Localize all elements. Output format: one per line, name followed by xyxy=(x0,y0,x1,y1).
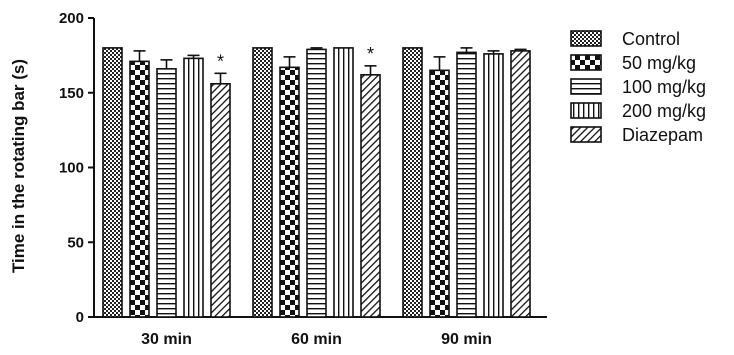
legend-label: 200 mg/kg xyxy=(622,101,706,121)
significance-marker: * xyxy=(367,44,374,64)
y-tick-label: 50 xyxy=(67,234,84,251)
bar-diazepam-60-min xyxy=(360,74,381,318)
y-tick-label: 0 xyxy=(76,309,84,326)
bar-control-60-min xyxy=(252,47,273,318)
bar-diazepam-90-min xyxy=(510,50,531,318)
x-category-label: 90 min xyxy=(441,331,492,348)
bar-50-mg-kg-90-min xyxy=(429,69,450,318)
legend: Control 50 mg/kg 100 mg/kg 200 mg/kg Diazepa… xyxy=(570,29,706,145)
bar-100-mg-kg-90-min xyxy=(456,51,477,318)
bar-diazepam-30-min xyxy=(210,82,231,318)
legend-swatch xyxy=(570,78,602,95)
bar-200-mg-kg-60-min xyxy=(333,47,354,318)
bar-50-mg-kg-30-min xyxy=(129,60,150,318)
bar-100-mg-kg-30-min xyxy=(156,68,177,318)
bar-200-mg-kg-90-min xyxy=(483,53,504,318)
x-category-label: 30 min xyxy=(141,331,192,348)
legend-label: Control xyxy=(622,29,680,49)
y-axis-title: Time in the rotating bar (s) xyxy=(9,59,28,273)
bars xyxy=(102,47,531,318)
bar-control-90-min xyxy=(402,47,423,318)
legend-swatch xyxy=(570,54,602,71)
legend-label: 100 mg/kg xyxy=(622,77,706,97)
bar-100-mg-kg-60-min xyxy=(306,48,327,318)
legend-label: 50 mg/kg xyxy=(622,53,696,73)
significance-marker: * xyxy=(217,51,224,71)
axis-labels: 0 50 100 150 200 * 30 min * 60 min 90 min xyxy=(59,10,492,348)
bar-50-mg-kg-60-min xyxy=(279,66,300,318)
bar-200-mg-kg-30-min xyxy=(183,57,204,318)
legend-swatch xyxy=(570,102,602,119)
bar-control-30-min xyxy=(102,47,123,318)
legend-swatch xyxy=(570,126,602,143)
y-tick-label: 150 xyxy=(59,85,84,102)
legend-swatch xyxy=(570,30,602,47)
legend-label: Diazepam xyxy=(622,125,703,145)
x-category-label: 60 min xyxy=(291,331,342,348)
y-tick-label: 100 xyxy=(59,160,84,177)
y-tick-label: 200 xyxy=(59,10,84,27)
